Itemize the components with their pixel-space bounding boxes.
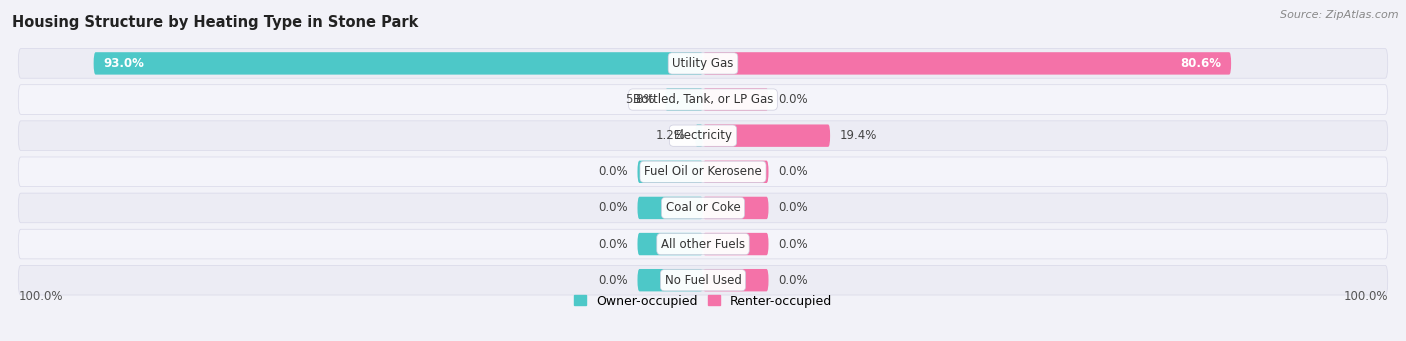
FancyBboxPatch shape <box>637 197 703 219</box>
Text: 0.0%: 0.0% <box>598 274 627 287</box>
Text: All other Fuels: All other Fuels <box>661 238 745 251</box>
Text: Electricity: Electricity <box>673 129 733 142</box>
FancyBboxPatch shape <box>18 157 1388 187</box>
Text: 0.0%: 0.0% <box>598 238 627 251</box>
Text: 19.4%: 19.4% <box>839 129 877 142</box>
FancyBboxPatch shape <box>637 269 703 292</box>
FancyBboxPatch shape <box>703 52 1232 75</box>
Legend: Owner-occupied, Renter-occupied: Owner-occupied, Renter-occupied <box>568 290 838 313</box>
FancyBboxPatch shape <box>18 121 1388 150</box>
Text: 93.0%: 93.0% <box>104 57 145 70</box>
Text: Housing Structure by Heating Type in Stone Park: Housing Structure by Heating Type in Sto… <box>13 15 419 30</box>
Text: 0.0%: 0.0% <box>598 202 627 214</box>
Text: Bottled, Tank, or LP Gas: Bottled, Tank, or LP Gas <box>633 93 773 106</box>
FancyBboxPatch shape <box>665 88 703 111</box>
Text: Utility Gas: Utility Gas <box>672 57 734 70</box>
FancyBboxPatch shape <box>18 229 1388 259</box>
Text: 0.0%: 0.0% <box>779 238 808 251</box>
Text: 80.6%: 80.6% <box>1180 57 1222 70</box>
Text: 100.0%: 100.0% <box>1343 290 1388 302</box>
FancyBboxPatch shape <box>703 269 769 292</box>
Text: 0.0%: 0.0% <box>779 165 808 178</box>
FancyBboxPatch shape <box>703 161 769 183</box>
FancyBboxPatch shape <box>18 265 1388 295</box>
FancyBboxPatch shape <box>703 233 769 255</box>
FancyBboxPatch shape <box>18 85 1388 114</box>
FancyBboxPatch shape <box>637 233 703 255</box>
Text: 100.0%: 100.0% <box>18 290 63 302</box>
Text: 1.2%: 1.2% <box>655 129 685 142</box>
FancyBboxPatch shape <box>703 124 830 147</box>
Text: 0.0%: 0.0% <box>779 274 808 287</box>
Text: 0.0%: 0.0% <box>779 93 808 106</box>
FancyBboxPatch shape <box>703 197 769 219</box>
Text: 5.8%: 5.8% <box>626 93 655 106</box>
FancyBboxPatch shape <box>703 88 769 111</box>
Text: No Fuel Used: No Fuel Used <box>665 274 741 287</box>
FancyBboxPatch shape <box>18 48 1388 78</box>
FancyBboxPatch shape <box>637 161 703 183</box>
FancyBboxPatch shape <box>94 52 703 75</box>
FancyBboxPatch shape <box>695 124 703 147</box>
Text: Coal or Coke: Coal or Coke <box>665 202 741 214</box>
FancyBboxPatch shape <box>18 193 1388 223</box>
Text: Fuel Oil or Kerosene: Fuel Oil or Kerosene <box>644 165 762 178</box>
Text: 0.0%: 0.0% <box>779 202 808 214</box>
Text: Source: ZipAtlas.com: Source: ZipAtlas.com <box>1281 10 1399 20</box>
Text: 0.0%: 0.0% <box>598 165 627 178</box>
